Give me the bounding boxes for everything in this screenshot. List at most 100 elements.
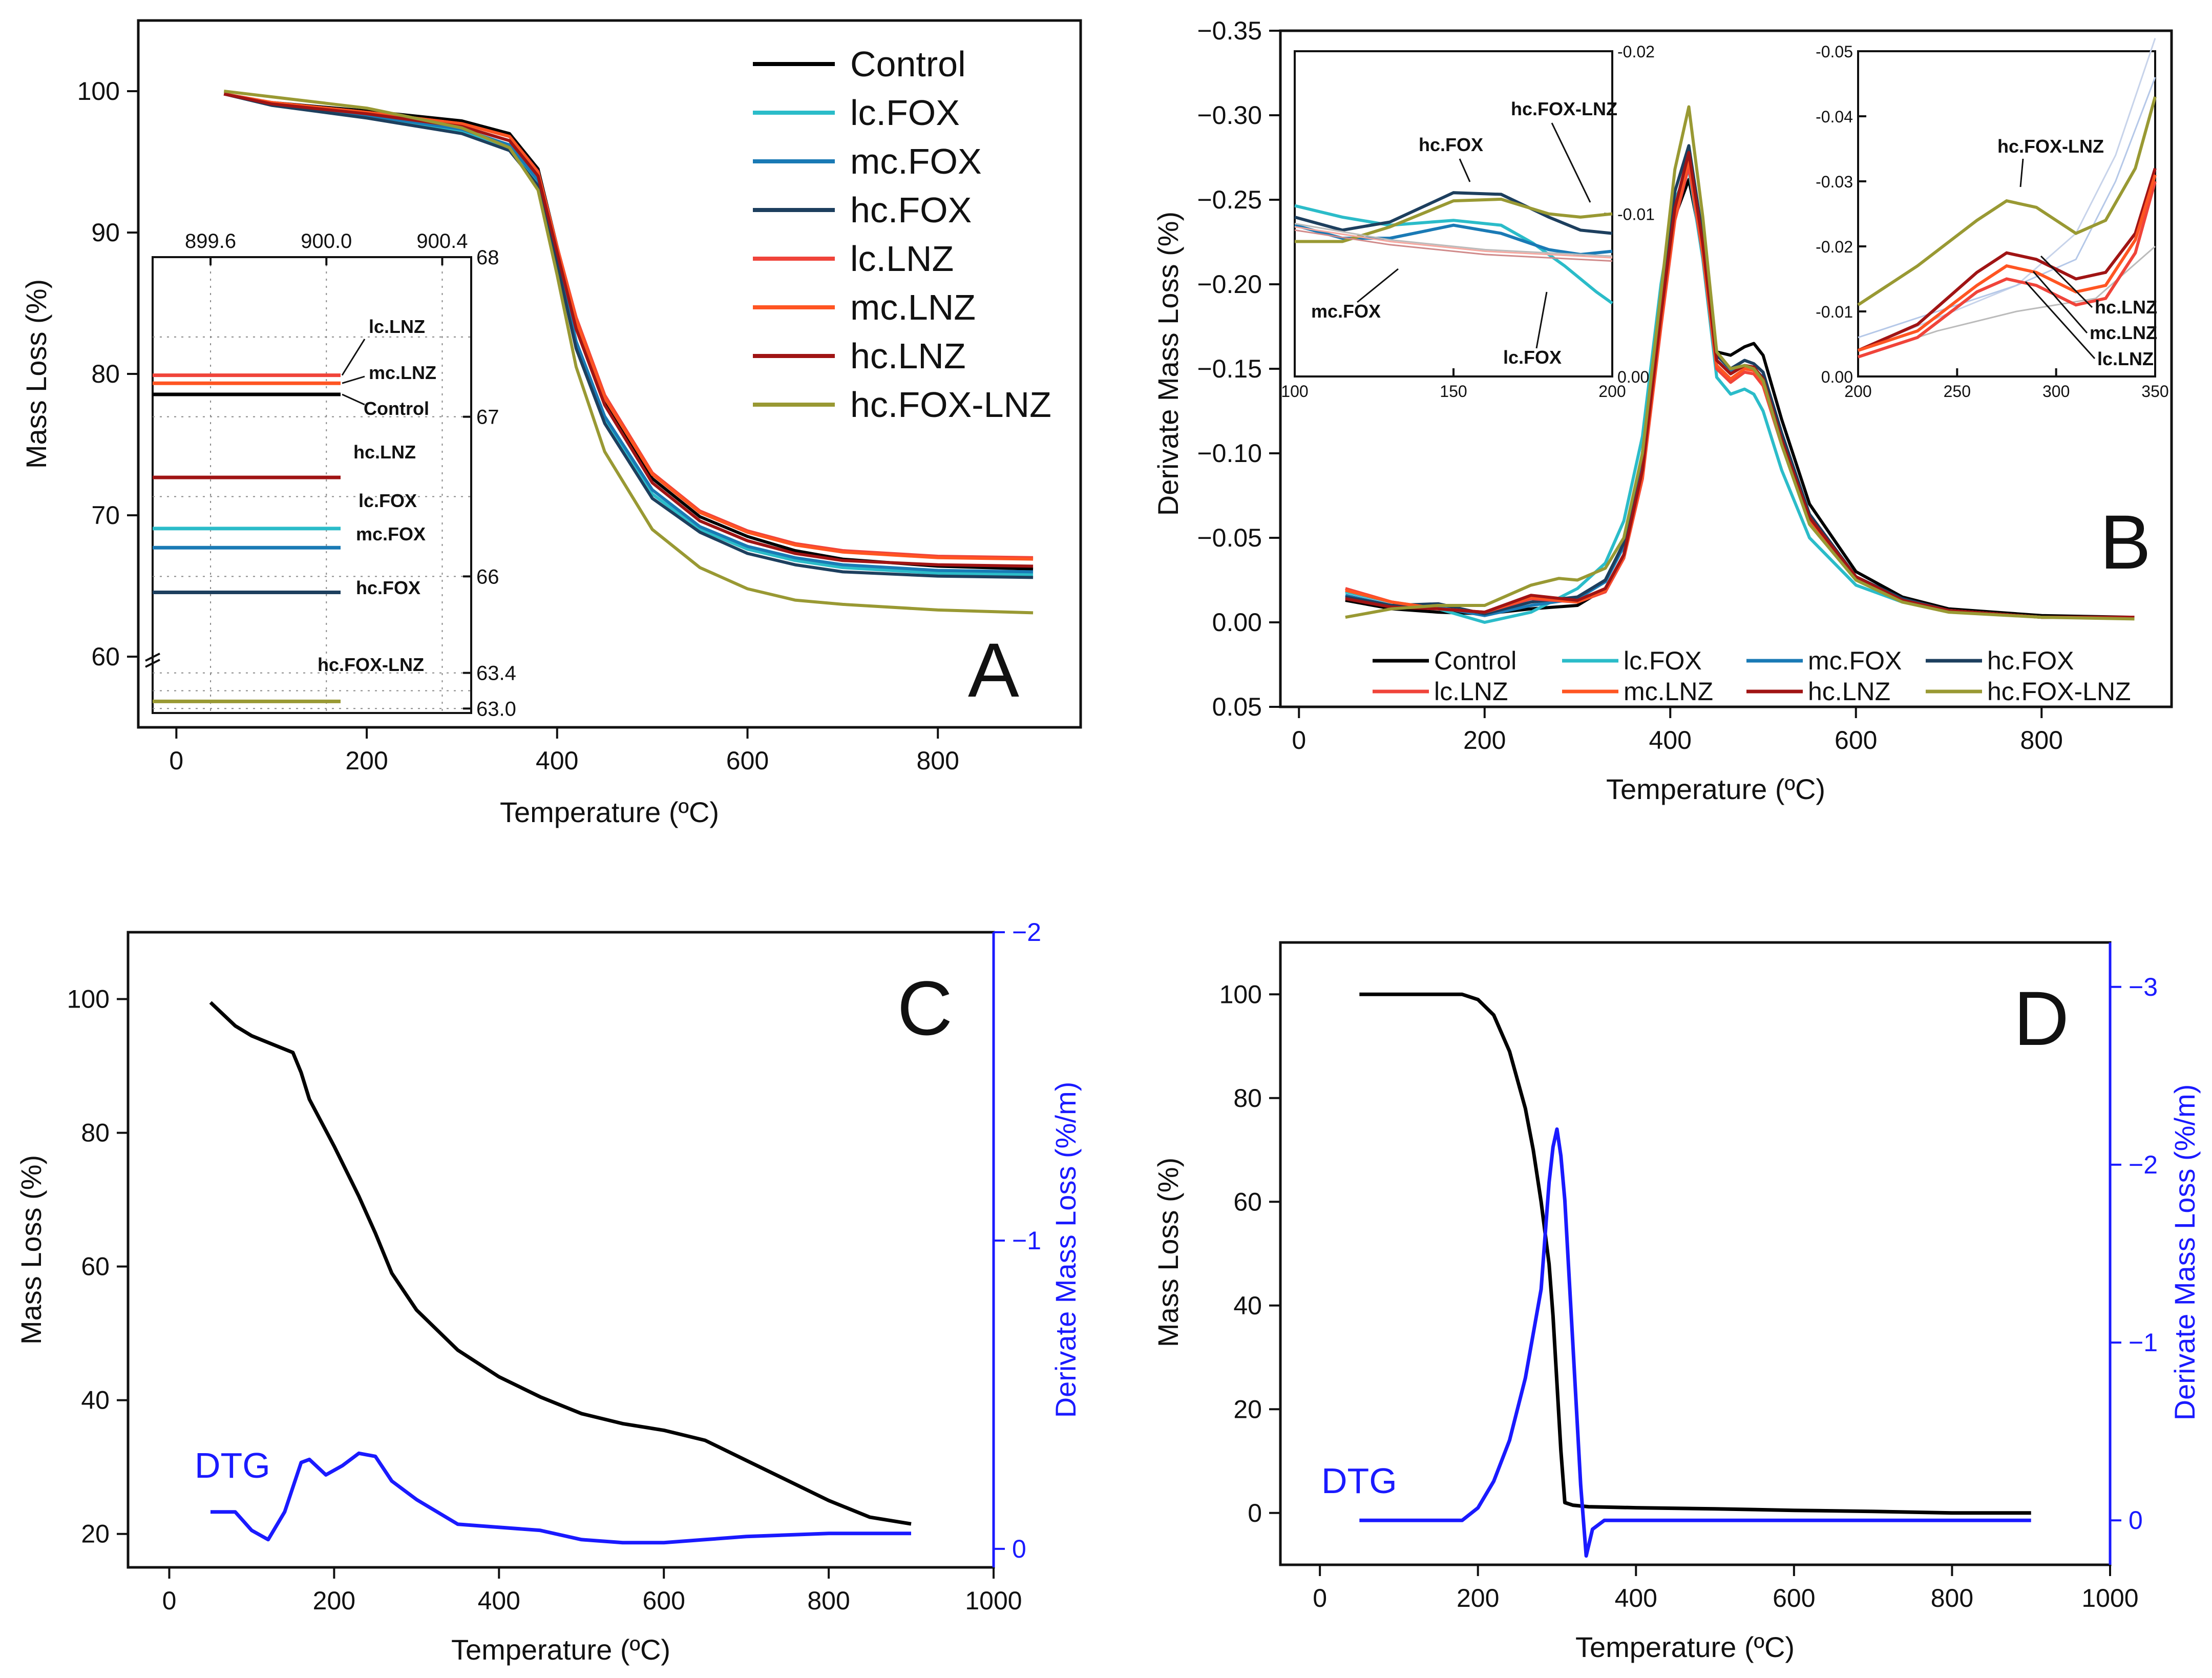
- panel-b-inset-right-curve: [1858, 174, 2157, 352]
- panel-a-inset-y-tick-label: 68: [476, 246, 499, 269]
- panel-b-inset-left-y-tick-label: 0.00: [1617, 368, 1649, 386]
- panel-b-legend-label-hc-fox: hc.FOX: [1987, 646, 2074, 675]
- panel-a-letter: A: [968, 627, 1019, 713]
- panel-a-x-tick-label: 800: [916, 746, 959, 775]
- panel-a-inset-y-tick-label: 66: [476, 565, 499, 588]
- panel-b-inset-right-curve: [1858, 38, 2156, 351]
- panel-a-inset-label-mc-lnz: mc.LNZ: [369, 362, 436, 383]
- panel-a-inset-label-hc-fox-lnz: hc.FOX-LNZ: [318, 654, 424, 675]
- panel-c-x-tick-label: 1000: [965, 1586, 1022, 1615]
- panel-b-inset-right-curve: [1857, 96, 2157, 306]
- panel-b-inset-right-arrow: [2025, 281, 2096, 360]
- panel-b-y-tick-label: 0.00: [1212, 608, 1262, 637]
- panel-a-inset-y-tick-label: 63.4: [476, 662, 516, 685]
- panel-c-x-tick-label: 0: [162, 1586, 177, 1615]
- panel-b-inset-left-arrow: [1357, 268, 1399, 303]
- panel-b-inset-left-arrow: [1459, 158, 1471, 182]
- panel-a-legend-label-hc-lnz: hc.LNZ: [850, 336, 966, 376]
- panel-a-y-tick-label: 60: [91, 642, 120, 671]
- panel-b-inset-right-y-tick-label: 0.00: [1821, 368, 1853, 386]
- panel-b-y-axis-label: Derivate Mass Loss (%): [1152, 212, 1184, 516]
- panel-b-inset-right: 200 250 300 350 0.00 -0.01 -0.02 -0.03 -0.04 -0.0…: [1816, 38, 2169, 401]
- panel-b-inset-left-y-tick-label: -0.01: [1617, 205, 1655, 224]
- panel-c-y-tick-label: 60: [81, 1252, 110, 1281]
- panel-d-y-tick-label: 0: [1248, 1499, 1262, 1527]
- panel-b-y-tick-label: −0.20: [1197, 270, 1262, 299]
- panel-b-inset-left-curve: [1294, 191, 1613, 235]
- panel-a-inset-label-control: Control: [364, 398, 429, 419]
- panel-a-chart: 0 200 400 600 800 60 70 80 90 100 Temperature (º…: [20, 19, 1082, 828]
- panel-b-inset-right-y-tick-label: -0.03: [1816, 173, 1853, 191]
- panel-d-y2-tick-label: −3: [2129, 973, 2158, 1001]
- panel-a-inset-x-tick-label: 900.0: [301, 230, 352, 253]
- panel-b-inset-left-curve: [1294, 226, 1613, 259]
- panel-b-inset-left-x-tick-label: 200: [1598, 382, 1626, 401]
- panel-a-x-tick-label: 600: [726, 746, 769, 775]
- panel-c-x-tick-label: 400: [478, 1586, 520, 1615]
- panel-b-inset-right-y-tick-label: -0.02: [1816, 238, 1853, 256]
- panel-b-y-tick-label: −0.10: [1197, 439, 1262, 468]
- panel-b-inset-right-y-tick-label: -0.01: [1816, 303, 1853, 321]
- panel-a-legend-label-control: Control: [850, 44, 966, 84]
- panel-b-y-tick-label: −0.25: [1197, 185, 1262, 214]
- panel-d-chart: 0 200 400 600 800 1000 0 20 40 60 80 100 0 −1 −2 −3 T…: [1152, 941, 2201, 1663]
- panel-b-inset-right-y-tick-label: -0.05: [1816, 43, 1853, 61]
- panel-b-inset-right-arrow: [2040, 255, 2093, 308]
- panel-b-legend-label-hc-lnz: hc.LNZ: [1808, 677, 1890, 706]
- panel-b-inset-right-x-tick-label: 250: [1944, 382, 1971, 401]
- panel-d-series-group: [1359, 992, 2031, 1558]
- panel-b-legend: Control lc.FOX mc.FOX hc.FOX lc.LNZ mc.LNZ hc.…: [1373, 646, 2131, 706]
- panel-c-y-tick-label: 80: [81, 1119, 110, 1147]
- panel-d-y2-axis-label: Derivate Mass Loss (%/m): [2168, 1084, 2201, 1421]
- panel-d-x-tick-label: 800: [1931, 1584, 1973, 1612]
- panel-c-chart: 0 200 400 600 800 1000 20 40 60 80 100 0 −1 −2 Temp…: [15, 918, 1082, 1666]
- panel-a-inset-label-hc-fox: hc.FOX: [356, 577, 420, 598]
- panel-a-y-tick-label: 100: [77, 77, 120, 106]
- panel-b-x-tick-label: 200: [1463, 726, 1506, 754]
- panel-b-line-hc-fox-lnz: [1345, 105, 2135, 621]
- panel-b-legend-label-hc-fox-lnz: hc.FOX-LNZ: [1987, 677, 2131, 706]
- panel-d-x-tick-label: 200: [1457, 1584, 1499, 1612]
- panel-a-inset-x-tick-label: 899.6: [185, 230, 236, 253]
- panel-a-series-group: [223, 90, 1034, 615]
- panel-b-x-axis-label: Temperature (ºC): [1606, 773, 1825, 805]
- panel-d-x-axis-label: Temperature (ºC): [1575, 1631, 1795, 1663]
- panel-d-x-tick-label: 600: [1773, 1584, 1815, 1612]
- panel-a-legend-label-lc-fox: lc.FOX: [850, 93, 960, 133]
- panel-b-x-tick-label: 800: [2020, 726, 2063, 754]
- panel-b-inset-left-y-tick-label: -0.02: [1617, 43, 1655, 61]
- panel-d-plot-frame: [1279, 941, 2112, 1566]
- panel-a-legend-label-mc-fox: mc.FOX: [850, 141, 982, 181]
- panel-b-inset-left-label-mc-fox: mc.FOX: [1311, 301, 1381, 322]
- panel-d-y2-tick-label: −2: [2129, 1150, 2158, 1179]
- panel-b-inset-left-curve: [1294, 229, 1613, 262]
- panel-c-dtg-label: DTG: [195, 1445, 270, 1485]
- panel-b-inset-right-y-tick-label: -0.04: [1816, 108, 1853, 126]
- panel-d-x-tick-label: 400: [1615, 1584, 1657, 1612]
- panel-a-inset-label-lc-fox: lc.FOX: [359, 490, 417, 511]
- panel-c-x-axis-label: Temperature (ºC): [451, 1633, 670, 1666]
- panel-c-y-tick-label: 20: [81, 1520, 110, 1548]
- panel-a-x-axis-label: Temperature (ºC): [500, 796, 719, 828]
- panel-b-y-tick-label: 0.05: [1212, 693, 1262, 721]
- panel-b-x-tick-label: 0: [1292, 726, 1306, 754]
- panel-b-series-group: [1345, 105, 2135, 624]
- panel-b-letter: B: [2100, 499, 2151, 585]
- panel-b-inset-right-x-tick-label: 200: [1844, 382, 1871, 401]
- panel-a-inset-arrow: [342, 393, 365, 406]
- panel-c-y-tick-label: 100: [67, 985, 110, 1014]
- panel-c-x-tick-label: 200: [313, 1586, 355, 1615]
- panel-b-legend-label-lc-lnz: lc.LNZ: [1434, 677, 1508, 706]
- panel-b-inset-right-arrow: [2019, 158, 2024, 187]
- panel-a-x-tick-label: 200: [345, 746, 388, 775]
- panel-a-inset-frame: [152, 256, 472, 714]
- panel-b-inset-left-curve: [1294, 204, 1613, 305]
- panel-c-y-tick-label: 40: [81, 1386, 110, 1415]
- panel-b-inset-left-label-hc-fox: hc.FOX: [1419, 134, 1483, 155]
- panel-a-y-axis-label: Mass Loss (%): [20, 279, 52, 469]
- panel-d-y2-tick-label: −1: [2129, 1328, 2158, 1357]
- panel-d-x-tick-label: 1000: [2081, 1584, 2138, 1612]
- panel-a-inset-label-lc-lnz: lc.LNZ: [369, 316, 425, 337]
- panel-c-y2-tick-label: 0: [1012, 1535, 1026, 1563]
